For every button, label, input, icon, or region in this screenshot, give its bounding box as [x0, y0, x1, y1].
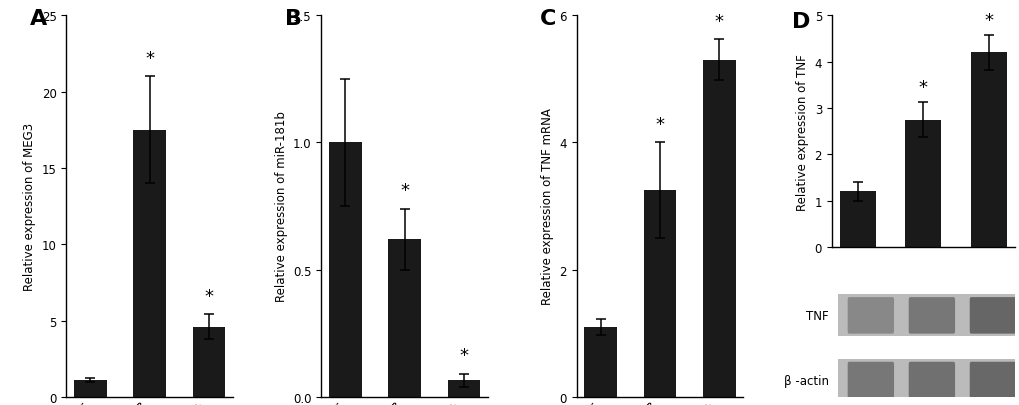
- Bar: [643, 191, 676, 397]
- Text: *: *: [714, 13, 723, 31]
- Text: A: A: [30, 9, 47, 28]
- Y-axis label: Relative expression of TNF: Relative expression of TNF: [795, 53, 808, 210]
- Bar: [388, 239, 421, 397]
- Y-axis label: Relative expression of TNF mRNA: Relative expression of TNF mRNA: [540, 109, 553, 305]
- FancyBboxPatch shape: [837, 294, 1014, 337]
- Bar: [193, 327, 225, 397]
- Bar: [447, 380, 480, 397]
- Text: D: D: [791, 12, 809, 32]
- Bar: [905, 120, 941, 247]
- Text: β -actin: β -actin: [783, 373, 828, 386]
- Bar: [584, 327, 616, 397]
- Bar: [329, 143, 362, 397]
- Bar: [970, 53, 1006, 247]
- Text: *: *: [918, 79, 927, 97]
- Text: *: *: [145, 50, 154, 68]
- FancyBboxPatch shape: [847, 362, 894, 398]
- Y-axis label: Relative expression of MEG3: Relative expression of MEG3: [23, 123, 36, 290]
- Text: *: *: [204, 287, 213, 305]
- Text: *: *: [399, 181, 409, 200]
- FancyBboxPatch shape: [837, 359, 1014, 401]
- Bar: [73, 380, 106, 397]
- Text: *: *: [460, 347, 468, 364]
- FancyBboxPatch shape: [847, 297, 894, 334]
- Text: C: C: [539, 9, 555, 28]
- Text: *: *: [983, 12, 993, 30]
- FancyBboxPatch shape: [969, 362, 1015, 398]
- Text: TNF: TNF: [805, 309, 828, 322]
- Bar: [840, 192, 875, 247]
- FancyBboxPatch shape: [908, 362, 954, 398]
- FancyBboxPatch shape: [969, 297, 1015, 334]
- Text: *: *: [655, 115, 663, 134]
- Y-axis label: Relative expression of miR-181b: Relative expression of miR-181b: [274, 111, 287, 302]
- FancyBboxPatch shape: [908, 297, 954, 334]
- Text: B: B: [284, 9, 302, 28]
- Bar: [702, 61, 735, 397]
- Bar: [133, 130, 166, 397]
